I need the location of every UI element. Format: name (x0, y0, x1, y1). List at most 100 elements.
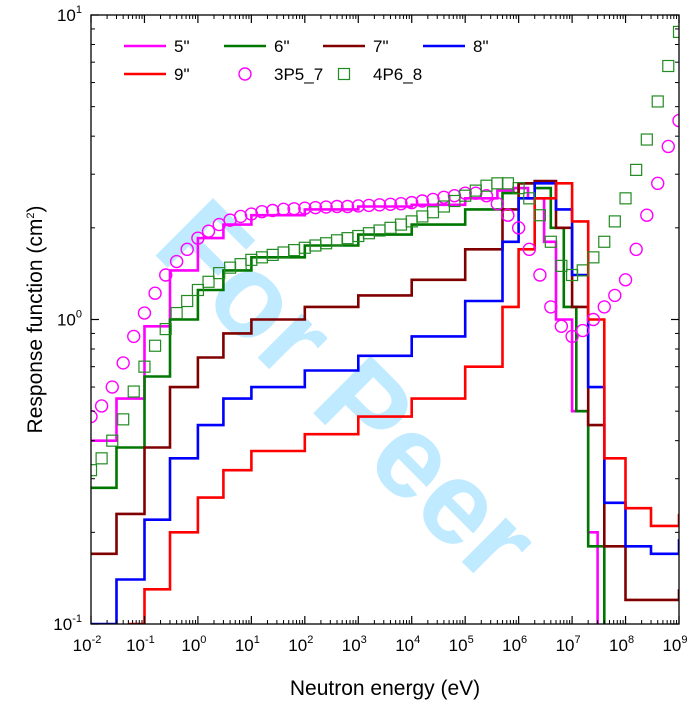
series-5-point (405, 195, 419, 210)
series-6-point (619, 192, 632, 205)
series-6-point (95, 452, 108, 465)
series-6-point (523, 192, 536, 205)
series-6-point (662, 59, 675, 73)
series-5-point (672, 113, 679, 128)
series-5-point (501, 208, 515, 222)
series-5-point (127, 329, 141, 344)
series-5-point (511, 221, 526, 235)
series-5-point (618, 273, 633, 287)
legend-item: 9" (124, 65, 190, 84)
series-5-point (148, 286, 162, 300)
series-5-point (372, 198, 387, 212)
series-5-point (565, 329, 579, 344)
legend-swatch (337, 67, 351, 81)
x-axis-title: Neutron energy (eV) (290, 677, 480, 700)
legend-item: 8" (423, 37, 489, 56)
series-5-point (116, 356, 130, 370)
series-6-point (630, 163, 643, 176)
x-tick-label: 103 (342, 634, 367, 655)
series-6-point (576, 264, 589, 277)
x-tick-label: 101 (235, 634, 260, 655)
series-6-point (319, 237, 333, 250)
series-5-point (608, 288, 622, 303)
series-5-point (362, 198, 376, 213)
series-6-point (106, 434, 119, 447)
series-5-point (298, 201, 312, 215)
legend: 5" 6" 7" 8" 9" 3P5_7 4P6_8 (124, 37, 489, 84)
legend-item: 4P6_8 (337, 65, 422, 84)
series-5-point (415, 194, 430, 208)
x-tick-label: 105 (449, 634, 474, 655)
x-tick-label: 10-2 (73, 634, 102, 655)
series-6-point (191, 283, 205, 297)
legend-label: 9" (174, 65, 190, 84)
x-tick-label: 108 (609, 634, 634, 655)
series-5-point (522, 242, 536, 257)
series-6-point (544, 235, 557, 248)
series-5-point (105, 380, 119, 394)
series-5-point (201, 224, 216, 238)
series-6-point (148, 339, 162, 352)
series-5-point (244, 207, 259, 221)
series-5-point (394, 197, 408, 211)
series-6-point (330, 234, 344, 247)
x-tick-label: 102 (288, 634, 313, 655)
series-6-point (202, 275, 215, 288)
y-tick-label: 101 (57, 4, 82, 25)
series-6-point (170, 306, 183, 320)
series-5-point (640, 208, 654, 222)
series-6-point (672, 25, 679, 39)
series-6-point (384, 221, 397, 234)
series-5-point (94, 399, 109, 413)
series-5-point (544, 300, 558, 314)
series-6-point (341, 232, 354, 245)
series-5-point (276, 202, 291, 217)
legend-label: 7" (373, 37, 389, 56)
x-tick-label: 10-1 (126, 634, 155, 655)
series-5-point (383, 197, 398, 211)
legend-swatch (238, 67, 252, 81)
series-5-point (661, 139, 675, 154)
watermark-text: For Peer (132, 175, 564, 607)
series-6-point (501, 177, 515, 190)
y-tick-label: 100 (57, 309, 82, 330)
series-5-point (137, 306, 152, 320)
series-5-point (554, 319, 569, 333)
series-6-point (533, 209, 547, 222)
series-5-point (330, 199, 344, 214)
series-6-point (181, 294, 194, 308)
series-5-point (586, 312, 601, 327)
legend-item: 5" (124, 37, 190, 56)
series-6-point (416, 210, 429, 223)
series-6-point (651, 95, 664, 108)
x-tick-label: 109 (662, 634, 687, 655)
series-6-point (608, 215, 621, 228)
series-5-point (576, 323, 590, 338)
series-6-point (587, 251, 600, 264)
series-5-point (287, 202, 301, 216)
series-5-point (629, 242, 643, 257)
series-6-point (598, 235, 611, 248)
series-5-point (180, 242, 194, 257)
series-5-point (651, 176, 665, 191)
series-5-point (265, 203, 280, 218)
series-6-point (138, 360, 151, 373)
x-tick-label: 104 (395, 634, 420, 655)
series-4-line (128, 182, 679, 624)
series-6-point (512, 182, 525, 195)
series-6-point (394, 218, 408, 231)
x-tick-label: 100 (181, 634, 206, 655)
series-5-point (159, 268, 173, 282)
legend-item: 6" (224, 37, 290, 56)
series-5-point (490, 197, 505, 211)
series-6-markers (91, 25, 679, 477)
series-5-point (308, 200, 323, 215)
series-6-point (555, 259, 568, 272)
series-6-point (362, 227, 375, 240)
legend-label: 3P5_7 (274, 65, 323, 84)
y-axis-title: Response function (cm2) (24, 206, 47, 434)
series-5-point (169, 254, 184, 269)
series-5-point (255, 204, 269, 219)
series-5-point (91, 409, 98, 424)
